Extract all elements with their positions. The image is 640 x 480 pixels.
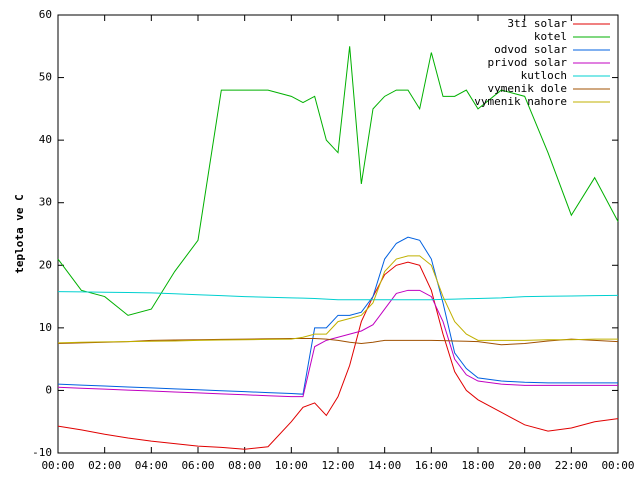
series-line	[57, 46, 619, 316]
series-line	[57, 289, 618, 398]
legend-label: kutloch	[521, 69, 567, 82]
series-line	[57, 236, 618, 395]
x-tick-label: 02:00	[88, 459, 121, 472]
y-tick-label: 30	[39, 196, 52, 209]
x-tick-label: 04:00	[135, 459, 168, 472]
series-line	[57, 261, 619, 450]
series-line	[57, 337, 619, 346]
x-tick-label: 22:00	[555, 459, 588, 472]
x-tick-label: 00:00	[41, 459, 74, 472]
x-tick-label: 08:00	[228, 459, 261, 472]
x-tick-label: 10:00	[275, 459, 308, 472]
x-tick-label: 20:00	[508, 459, 541, 472]
legend-label: vymenik dole	[488, 82, 567, 95]
legend-label: vymenik nahore	[474, 95, 567, 108]
legend-label: kotel	[534, 30, 567, 43]
x-tick-label: 18:00	[461, 459, 494, 472]
legend-label: odvod solar	[494, 43, 567, 56]
y-tick-label: 60	[39, 8, 52, 21]
series-line	[57, 291, 619, 301]
y-tick-label: 40	[39, 133, 52, 146]
x-tick-label: 00:00	[601, 459, 634, 472]
y-tick-label: 10	[39, 321, 52, 334]
y-axis-label: teplota ve C	[13, 194, 26, 273]
y-tick-label: 20	[39, 258, 52, 271]
x-tick-label: 14:00	[368, 459, 401, 472]
x-tick-label: 06:00	[181, 459, 214, 472]
y-tick-label: -10	[32, 446, 52, 459]
legend-label: 3ti solar	[507, 17, 567, 30]
series-line	[57, 255, 618, 344]
y-tick-label: 0	[45, 383, 52, 396]
x-tick-label: 16:00	[415, 459, 448, 472]
legend-label: privod solar	[488, 56, 568, 69]
x-tick-label: 12:00	[321, 459, 354, 472]
y-tick-label: 50	[39, 71, 52, 84]
